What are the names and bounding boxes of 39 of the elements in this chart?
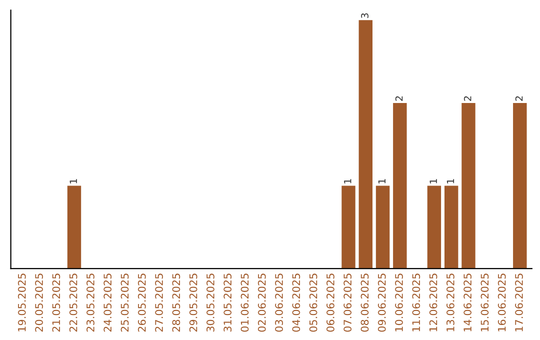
x-tick-label: 19.05.2025 [18, 274, 26, 332]
x-tick-label: 05.06.2025 [309, 274, 318, 332]
x-tick-label: 14.06.2025 [464, 274, 472, 332]
x-tick-label: 07.06.2025 [344, 274, 352, 332]
x-tick-label: 02.06.2025 [258, 274, 266, 332]
x-tick-label: 23.05.2025 [86, 274, 94, 332]
x-tick-label: 16.06.2025 [498, 274, 506, 332]
x-tick-label: 27.05.2025 [155, 274, 163, 332]
x-tick-label: 21.05.2025 [52, 274, 60, 332]
x-tick-label: 04.06.2025 [292, 274, 300, 332]
data-label: 1 [430, 179, 437, 184]
data-label: 2 [395, 96, 403, 101]
x-tick-label: 17.06.2025 [515, 274, 523, 332]
x-tick-label: 12.06.2025 [429, 274, 438, 332]
x-tick-label: 03.06.2025 [275, 274, 283, 332]
x-tick-label: 10.06.2025 [395, 274, 403, 332]
x-tick-label: 31.05.2025 [224, 274, 232, 332]
x-tick-label: 13.06.2025 [446, 274, 454, 332]
x-tick-label: 26.05.2025 [138, 274, 146, 332]
x-tick-label: 25.05.2025 [120, 274, 129, 332]
data-label: 1 [70, 179, 77, 184]
x-tick-label: 11.06.2025 [412, 274, 420, 332]
data-label: 1 [446, 179, 454, 184]
x-tick-label: 28.05.2025 [172, 274, 180, 332]
x-tick-label: 20.05.2025 [35, 274, 43, 332]
data-label: 1 [378, 179, 386, 184]
x-tick-label: 01.06.2025 [240, 274, 249, 332]
x-tick-label: 24.05.2025 [104, 274, 112, 332]
x-tick-label: 15.06.2025 [480, 274, 489, 332]
x-tick-label: 22.05.2025 [69, 274, 78, 332]
x-tick-label: 29.05.2025 [189, 274, 198, 332]
x-tick-label: 09.06.2025 [378, 274, 386, 332]
data-label: 3 [361, 13, 368, 18]
x-tick-label: 30.05.2025 [206, 274, 214, 332]
data-label: 2 [464, 96, 472, 101]
x-tick-label: 06.06.2025 [326, 274, 334, 332]
data-label: 2 [515, 96, 523, 101]
data-label: 1 [344, 179, 352, 184]
x-tick-label: 08.06.2025 [360, 274, 369, 332]
